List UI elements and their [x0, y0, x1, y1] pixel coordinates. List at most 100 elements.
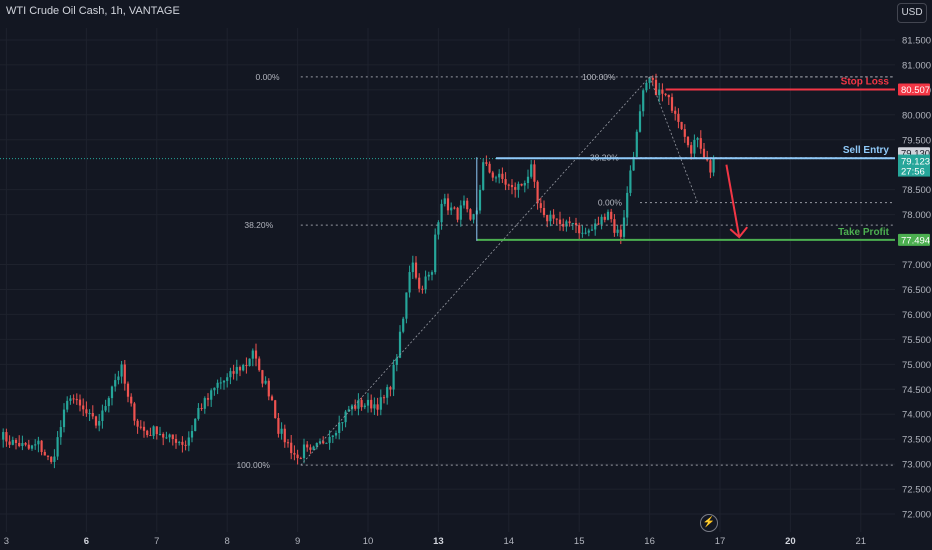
candle-body [590, 229, 594, 231]
candle-body [594, 223, 597, 230]
candle-body [654, 79, 658, 96]
candle-body [277, 418, 280, 434]
candle-body [555, 218, 558, 220]
candle-body [235, 367, 238, 374]
x-tick-label: 20 [785, 536, 796, 547]
candle-body [418, 277, 421, 289]
candle-body [568, 221, 571, 224]
y-tick-label: 76.000 [902, 310, 931, 321]
candle-body [110, 386, 114, 399]
stop-loss-tag [898, 83, 930, 96]
fib-level-label: 0.00% [598, 198, 623, 208]
candle-body [286, 442, 290, 444]
candle-body [677, 113, 680, 122]
candle-body [360, 400, 363, 408]
candle-body [194, 418, 197, 432]
candle-body [75, 399, 78, 401]
candle-body [443, 198, 446, 204]
take-profit-tag-text: 77.494 [901, 235, 930, 246]
y-tick-label: 80.000 [902, 110, 931, 121]
candle-body [206, 398, 210, 400]
candle-body [88, 413, 91, 415]
candle-body [14, 439, 18, 443]
last-price-tag [898, 154, 930, 177]
candle-body [494, 177, 498, 179]
candle-body [510, 185, 514, 188]
candle-body [219, 382, 222, 384]
candle-body [142, 426, 146, 431]
candle-body [498, 173, 501, 178]
candle-body [482, 162, 485, 190]
candle-body [603, 216, 606, 220]
candle-body [466, 200, 469, 210]
candle-body [328, 436, 331, 443]
candle-body [11, 439, 14, 445]
candle-body [456, 207, 459, 220]
candle-body [597, 223, 600, 225]
candle-body [274, 400, 277, 419]
candle-body [322, 441, 325, 444]
candle-body [136, 420, 139, 427]
candle-body [533, 164, 536, 182]
candle-body [334, 432, 338, 436]
y-tick-label: 81.500 [902, 35, 931, 46]
fib-level-label: 0.00% [255, 72, 280, 82]
currency-button[interactable]: USD [897, 3, 927, 23]
candle-body [18, 442, 21, 447]
fib-level-label: 100.00% [236, 460, 270, 470]
candle-body [293, 453, 296, 455]
candle-body [40, 440, 43, 452]
candle-body [296, 454, 299, 459]
candle-body [27, 444, 30, 449]
candle-body [245, 365, 248, 367]
candle-body [187, 437, 190, 446]
candle-body [98, 421, 101, 426]
candle-body [424, 276, 427, 290]
stop-loss-label: Stop Loss [841, 77, 890, 88]
candle-body [434, 234, 437, 273]
candle-body [302, 444, 306, 459]
y-tick-label: 78.500 [902, 185, 931, 196]
candle-body [622, 217, 626, 237]
candle-body [149, 435, 152, 437]
candle-body [363, 405, 366, 408]
x-tick-label: 10 [363, 536, 374, 547]
candle-body [216, 382, 219, 388]
candle-body [683, 129, 686, 137]
lightning-icon[interactable]: ⚡ [700, 514, 718, 532]
candle-body [446, 198, 450, 211]
candle-body [382, 397, 386, 399]
candle-body [72, 398, 75, 400]
candle-body [283, 428, 286, 443]
candle-body [24, 443, 27, 445]
candle-body [405, 292, 408, 319]
sell-entry-tag-text: 79.130 [901, 149, 930, 160]
candle-body [629, 170, 632, 193]
candle-body [299, 458, 302, 460]
candle-body [347, 409, 350, 412]
candle-body [338, 422, 341, 433]
candle-body [578, 225, 581, 234]
candle-body [315, 443, 318, 447]
candle-body [430, 272, 434, 275]
candle-body [587, 230, 590, 233]
y-tick-label: 75.500 [902, 335, 931, 346]
candle-body [226, 377, 229, 381]
candle-body [571, 223, 574, 225]
candle-body [530, 164, 533, 177]
candle-body [581, 232, 584, 234]
candle-body [526, 176, 530, 183]
y-tick-label: 74.500 [902, 385, 931, 396]
candle-body [261, 370, 264, 384]
candle-body [642, 90, 645, 112]
candle-body [117, 376, 120, 381]
candle-body [357, 400, 360, 409]
countdown-text: 27:56 [901, 167, 925, 178]
y-tick-label: 79.500 [902, 135, 931, 146]
candle-body [69, 398, 72, 401]
candle-body [440, 203, 443, 223]
candle-body [146, 430, 149, 436]
candle-body [280, 428, 283, 434]
